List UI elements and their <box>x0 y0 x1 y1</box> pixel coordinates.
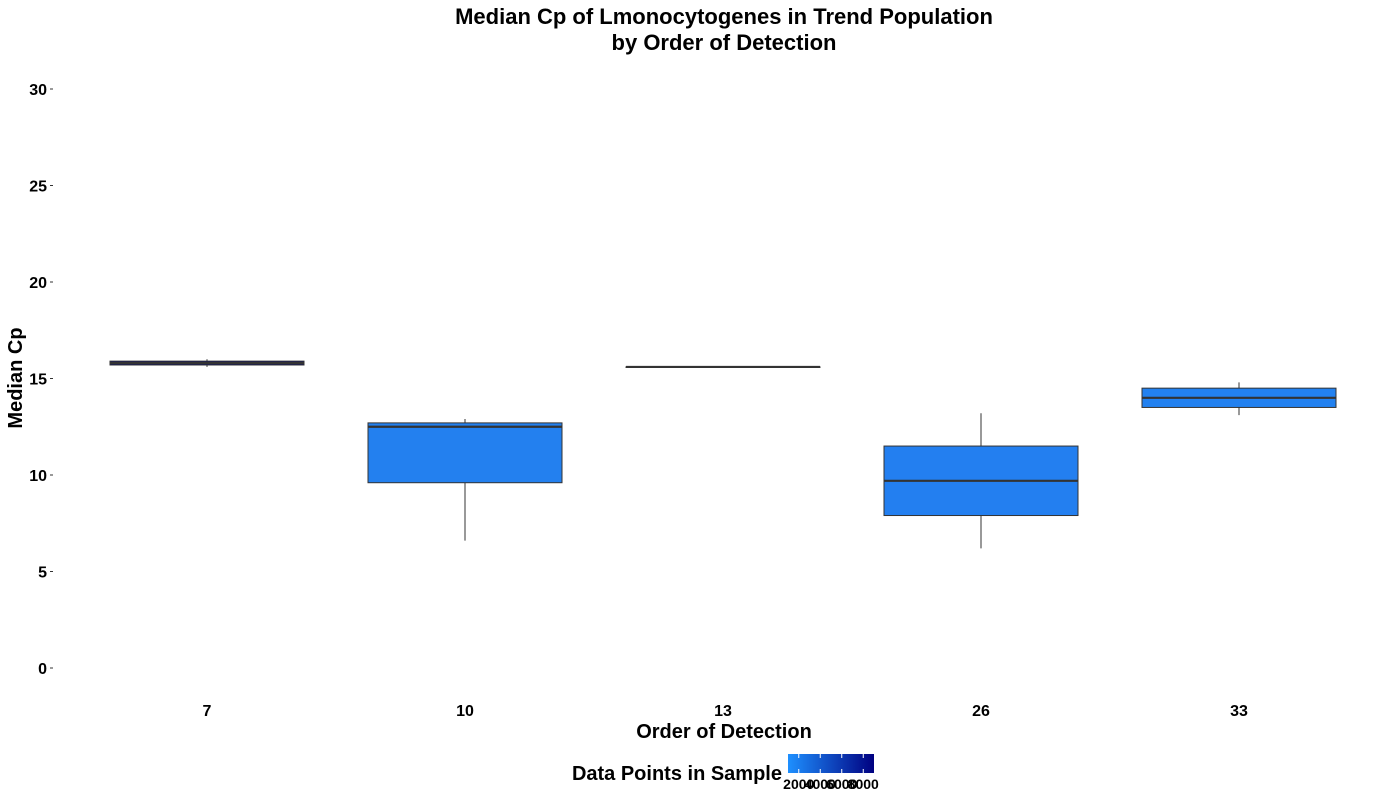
y-tick-label: 10 <box>29 468 47 485</box>
plot-area <box>109 359 1337 549</box>
x-tick-label: 26 <box>972 703 990 720</box>
box-10 <box>367 419 563 541</box>
x-tick-label: 10 <box>456 703 474 720</box>
legend-tick-label: 2000 <box>783 776 814 792</box>
x-axis-title: Order of Detection <box>636 721 812 743</box>
y-tick-label: 0 <box>38 661 47 678</box>
x-tick-label: 33 <box>1230 703 1248 720</box>
legend-colorbar <box>788 754 874 773</box>
box-7 <box>109 359 305 367</box>
y-axis-title: Median Cp <box>5 327 27 428</box>
legend-tick-label: 8000 <box>848 776 879 792</box>
y-tick-label: 20 <box>29 275 47 292</box>
x-axis: 7 10 13 26 33 <box>203 703 1248 720</box>
box-body <box>367 422 563 484</box>
chart-subtitle: by Order of Detection <box>612 30 837 55</box>
y-axis: 0 5 10 15 20 25 30 <box>29 82 53 678</box>
y-tick-label: 30 <box>29 82 47 99</box>
y-tick-label: 5 <box>38 565 47 582</box>
chart-title: Median Cp of Lmonocytogenes in Trend Pop… <box>455 4 993 29</box>
legend-title: Data Points in Sample <box>572 763 782 785</box>
box-26 <box>883 413 1079 549</box>
x-tick-label: 13 <box>714 703 732 720</box>
y-tick-label: 25 <box>29 179 47 196</box>
box-13 <box>625 365 821 369</box>
legend-tick-label: 4000 <box>805 776 836 792</box>
y-tick-label: 15 <box>29 372 47 389</box>
box-33 <box>1141 382 1337 416</box>
x-tick-label: 7 <box>203 703 212 720</box>
legend-tick-label: 6000 <box>826 776 857 792</box>
